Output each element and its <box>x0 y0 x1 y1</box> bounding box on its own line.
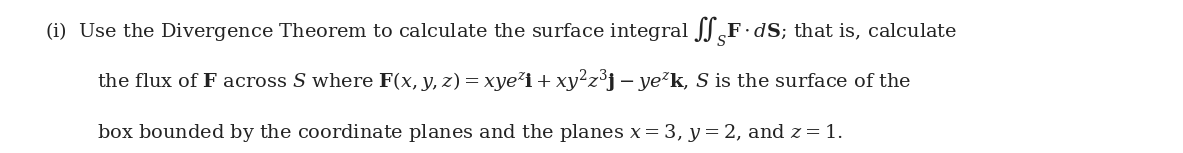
Text: box bounded by the coordinate planes and the planes $x = 3$, $y = 2$, and $z = 1: box bounded by the coordinate planes and… <box>97 122 842 144</box>
Text: the flux of $\mathbf{F}$ across $S$ where $\mathbf{F}(x, y, z) = xye^z\mathbf{i}: the flux of $\mathbf{F}$ across $S$ wher… <box>97 67 911 95</box>
Text: (i)  Use the Divergence Theorem to calculate the surface integral $\iint_S \math: (i) Use the Divergence Theorem to calcul… <box>45 14 956 48</box>
